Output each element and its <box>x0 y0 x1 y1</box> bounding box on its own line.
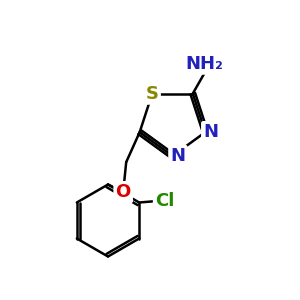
Text: NH₂: NH₂ <box>186 55 224 73</box>
Text: S: S <box>146 85 159 103</box>
Text: N: N <box>203 123 218 141</box>
Text: O: O <box>116 183 131 201</box>
Text: Cl: Cl <box>155 192 174 210</box>
Text: N: N <box>170 147 185 165</box>
